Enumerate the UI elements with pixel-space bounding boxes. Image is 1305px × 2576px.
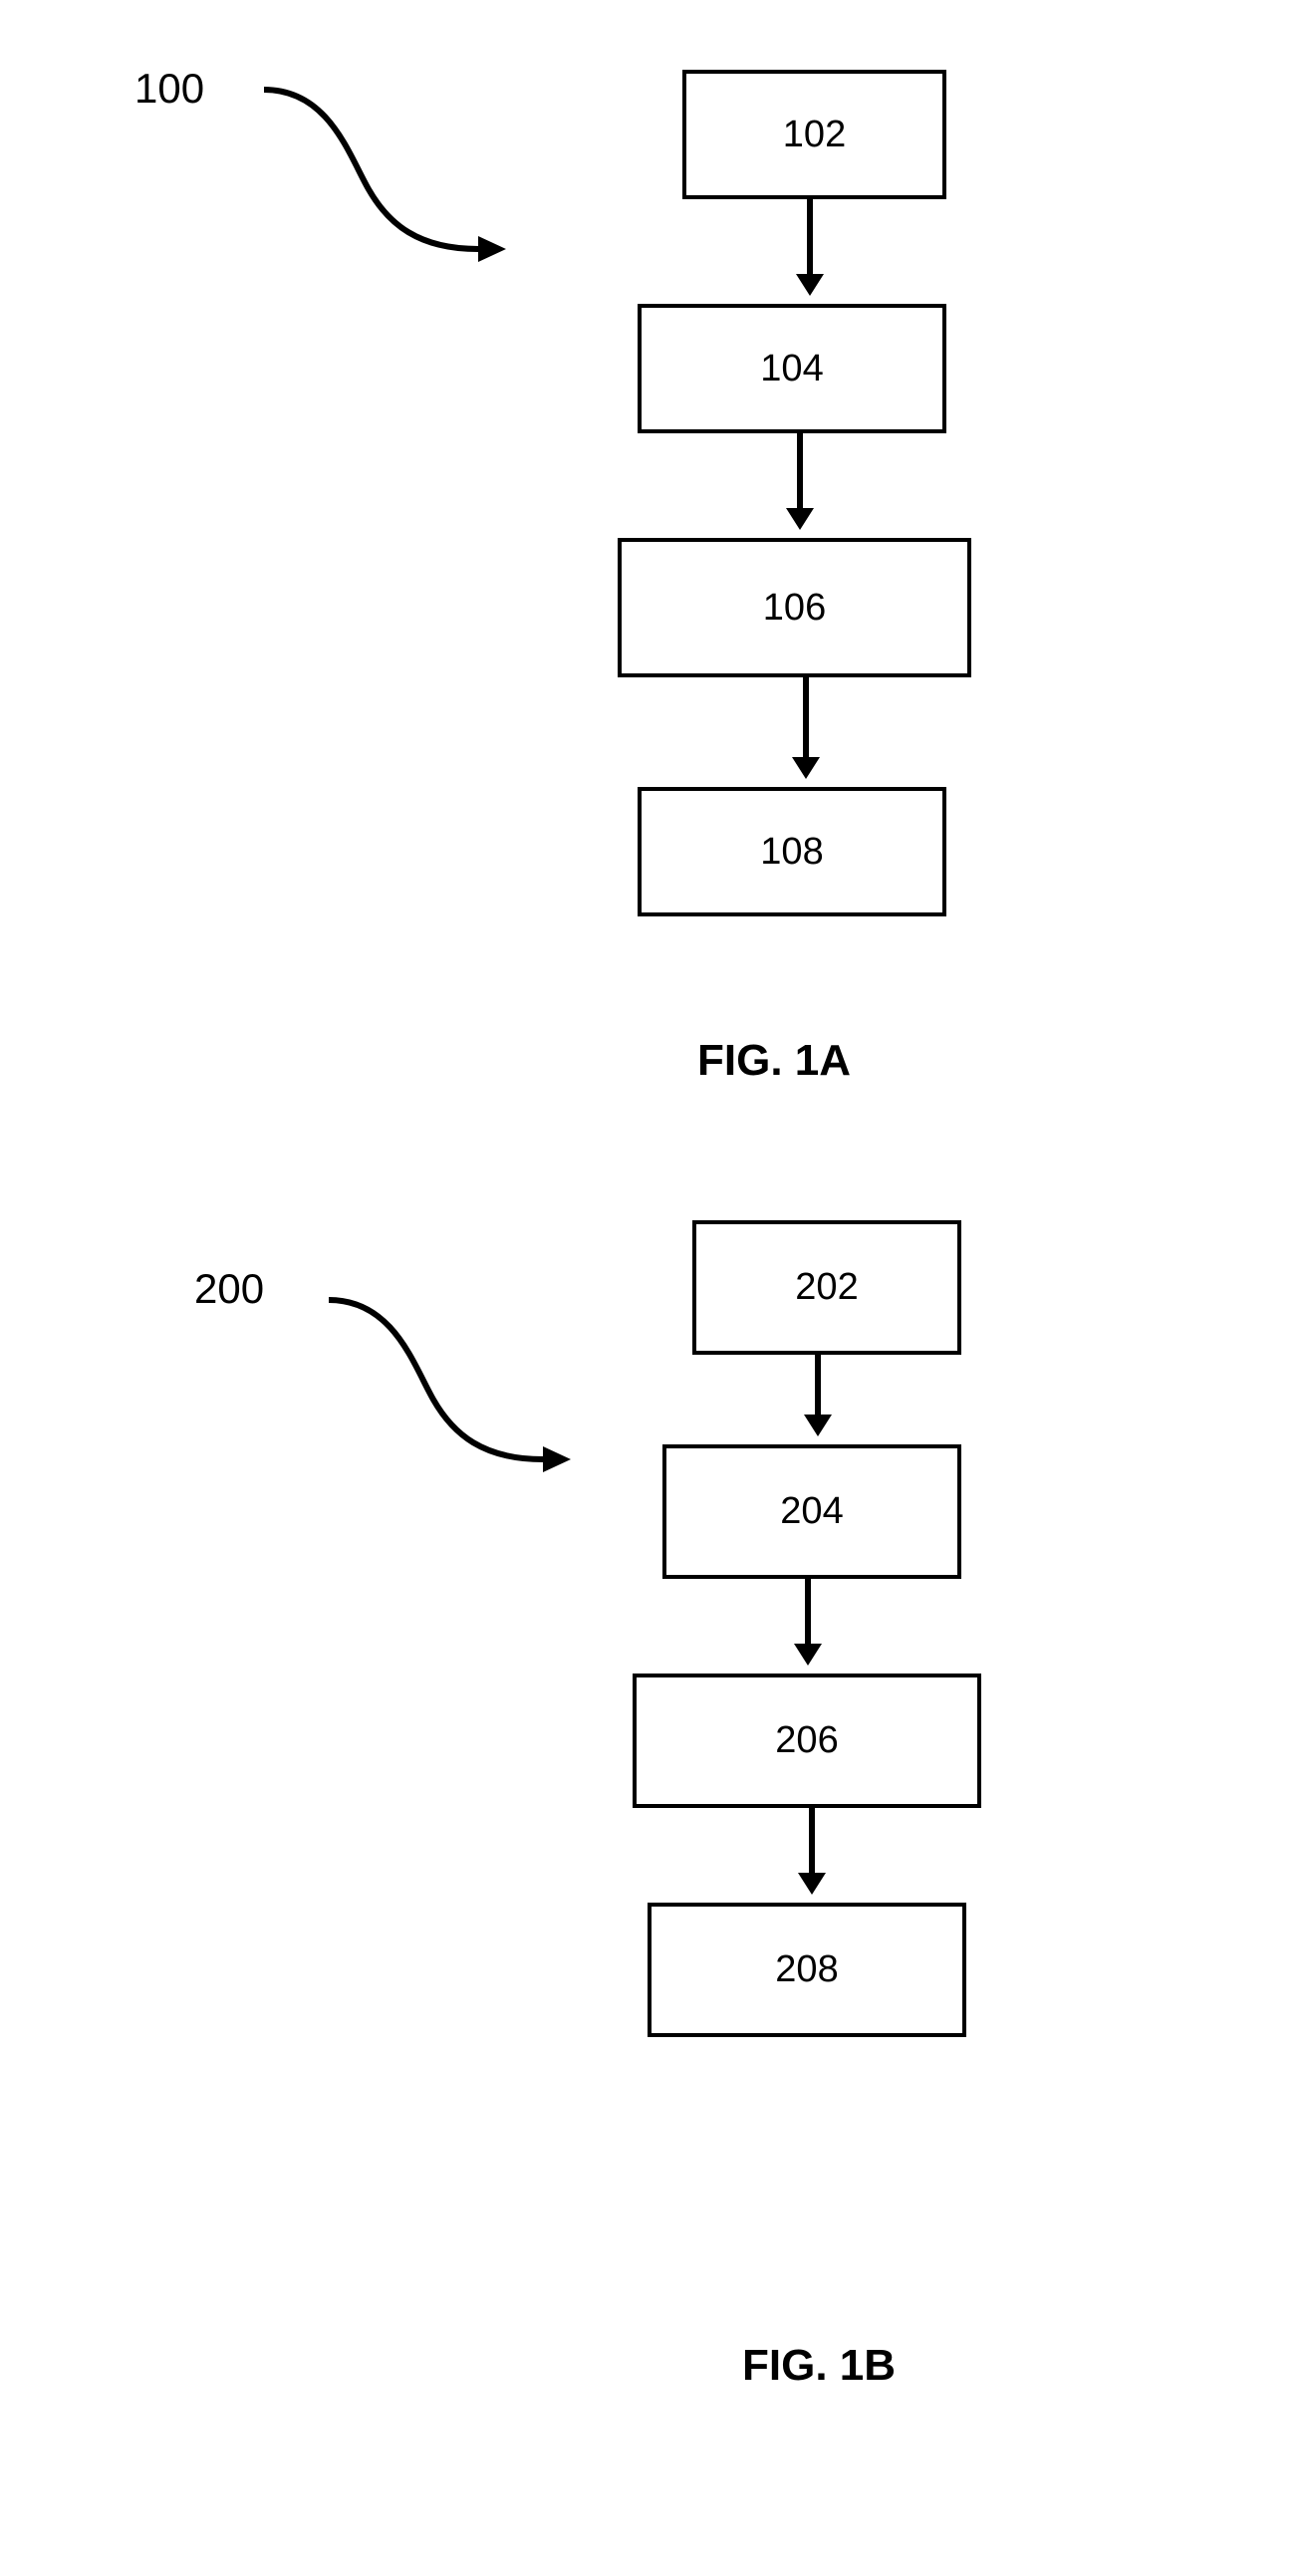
ref-label-a: 100 [134, 65, 204, 113]
arrow-head-a-0 [796, 274, 824, 296]
arrow-head-b-2 [798, 1873, 826, 1895]
arrow-line-a-0 [807, 199, 813, 274]
arrow-head-a-1 [786, 508, 814, 530]
box-a-1: 104 [638, 304, 946, 433]
ref-label-b: 200 [194, 1265, 264, 1313]
box-a-0: 102 [682, 70, 946, 199]
box-b-1: 204 [662, 1444, 961, 1579]
box-b-2: 206 [633, 1674, 981, 1808]
box-a-3: 108 [638, 787, 946, 916]
arrow-head-b-0 [804, 1415, 832, 1436]
arrow-line-a-2 [803, 677, 809, 757]
arrow-line-b-2 [809, 1808, 815, 1873]
fig-label-b: FIG. 1B [742, 2341, 896, 2391]
arrow-head-b-1 [794, 1644, 822, 1666]
arrow-line-b-1 [805, 1579, 811, 1644]
box-b-0: 202 [692, 1220, 961, 1355]
arrow-head-a-2 [792, 757, 820, 779]
fig-label-a: FIG. 1A [697, 1036, 851, 1086]
arrow-line-b-0 [815, 1355, 821, 1415]
box-b-3: 208 [648, 1903, 966, 2037]
arrow-line-a-1 [797, 433, 803, 508]
swoosh-arrow-b [314, 1285, 593, 1494]
box-a-2: 106 [618, 538, 971, 677]
swoosh-arrow-a [249, 75, 528, 284]
